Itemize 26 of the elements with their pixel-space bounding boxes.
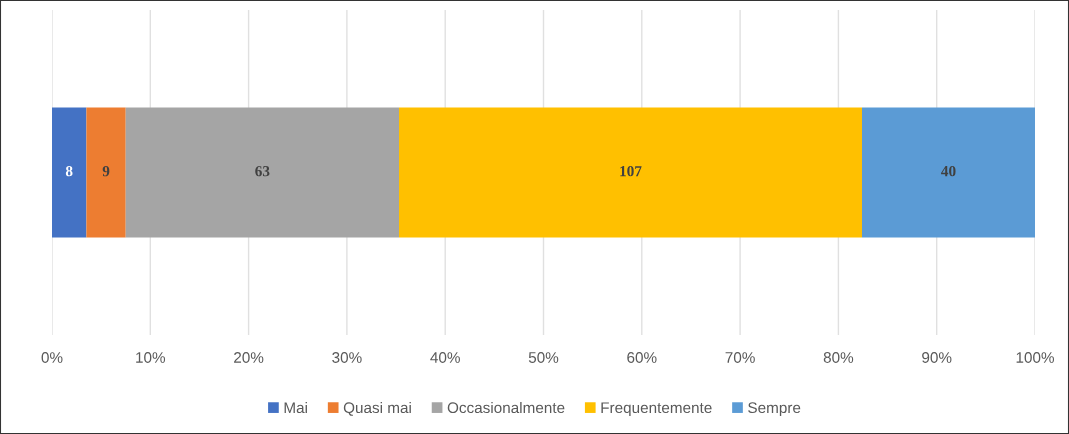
x-tick-label: 30%	[332, 352, 362, 363]
x-tick-label: 80%	[823, 352, 854, 363]
bar	[86, 107, 126, 238]
bar	[52, 107, 87, 238]
annotation: 9	[102, 166, 110, 177]
bar	[399, 107, 862, 238]
x-tick-label: 90%	[922, 352, 952, 363]
legend-label: Sempre	[748, 402, 801, 417]
legend-label: Mai	[284, 401, 307, 414]
annotation: 40	[941, 166, 956, 177]
legend-label: Quasi mai	[343, 401, 411, 416]
x-tick-label: 100%	[1016, 352, 1054, 363]
bar	[861, 107, 1035, 238]
x-tick-label: 20%	[234, 352, 264, 363]
x-tick-label: 70%	[725, 352, 755, 363]
legend-label: Frequentemente	[601, 402, 712, 417]
x-tick-label: 40%	[430, 352, 460, 363]
x-tick-label: 0%	[41, 352, 63, 363]
legend-label: Occasionalmente	[447, 401, 565, 414]
bar	[125, 107, 399, 238]
x-tick-label: 10%	[136, 352, 166, 363]
annotation: 8	[65, 166, 73, 177]
annotation: 63	[255, 166, 270, 177]
annotation: 107	[620, 166, 642, 177]
x-tick-label: 60%	[627, 352, 657, 363]
x-tick-label: 50%	[528, 352, 559, 363]
